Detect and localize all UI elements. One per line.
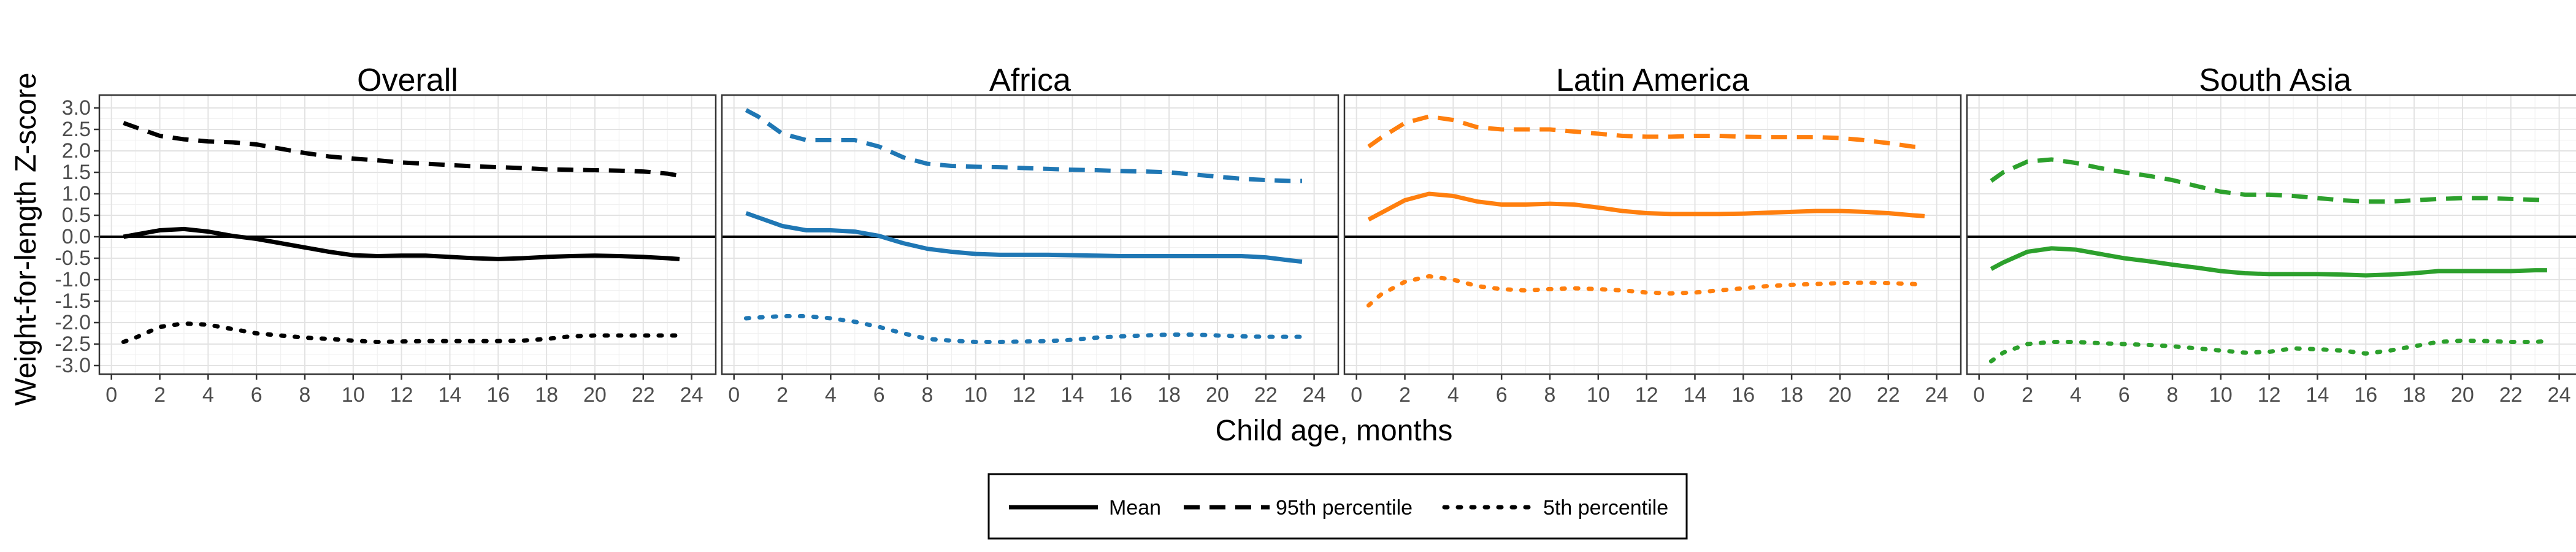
x-tick-label: 4 (202, 383, 214, 407)
legend-label: 5th percentile (1543, 496, 1668, 519)
x-axis-title: Child age, months (1216, 415, 1453, 447)
x-tick-label: 8 (1544, 383, 1556, 407)
x-tick-label: 2 (154, 383, 166, 407)
legend-box (987, 473, 1688, 540)
y-tick-label: 0.5 (62, 204, 91, 227)
x-tick-label: 12 (390, 383, 413, 407)
x-tick-label: 20 (1206, 383, 1229, 407)
series-line-solid (745, 211, 1303, 264)
y-tick-label: -1.0 (55, 268, 91, 291)
panel-title: South Asia (2199, 63, 2352, 98)
series-line-dotted (121, 321, 682, 344)
x-tick-label: 6 (1496, 383, 1508, 407)
x-tick-label: 24 (2548, 383, 2571, 407)
x-tick-label: 18 (1157, 383, 1181, 407)
y-tick-label: -2.0 (55, 311, 91, 334)
panel-title: Africa (989, 63, 1071, 98)
panel-title: Latin America (1556, 63, 1749, 98)
x-tick-label: 24 (680, 383, 703, 407)
x-tick-label: 8 (299, 383, 311, 407)
legend-items: Mean 95th percentile 5th percentile (1009, 496, 1668, 519)
x-tick-label: 16 (1731, 383, 1755, 407)
x-tick-label: 10 (964, 383, 987, 407)
x-tick-label: 22 (1877, 383, 1900, 407)
x-tick-label: 10 (1587, 383, 1610, 407)
x-tick-label: 6 (251, 383, 263, 407)
panel-border (721, 94, 1340, 375)
y-tick-label: -3.0 (55, 354, 91, 377)
y-tick-label: 2.5 (62, 118, 91, 141)
x-tick-label: 10 (342, 383, 365, 407)
series-line-solid (1367, 191, 1925, 222)
x-tick-label: 4 (825, 383, 837, 407)
x-tick-label: 6 (2118, 383, 2130, 407)
series-line-dotted (1988, 338, 2550, 364)
series-line-dashed (123, 121, 680, 178)
x-tick-label: 24 (1925, 383, 1949, 407)
x-tick-label: 0 (1351, 383, 1362, 407)
x-tick-label: 12 (1013, 383, 1036, 407)
x-tick-label: 12 (2258, 383, 2281, 407)
x-tick-label: 8 (2167, 383, 2179, 407)
x-tick-label: 16 (1109, 383, 1132, 407)
x-tick-label: 22 (2499, 383, 2523, 407)
y-tick-label: -0.5 (55, 247, 91, 270)
y-tick-label: 0.0 (62, 225, 91, 248)
y-tick-label: 3.0 (62, 96, 91, 120)
y-tick-label: -1.5 (55, 289, 91, 313)
x-tick-label: 0 (728, 383, 740, 407)
panel-border (1343, 94, 1962, 375)
y-tick-label: 2.0 (62, 139, 91, 163)
x-tick-label: 8 (922, 383, 933, 407)
x-tick-label: 22 (632, 383, 655, 407)
x-tick-label: 0 (105, 383, 117, 407)
panel-border (1966, 94, 2576, 375)
x-tick-label: 12 (1635, 383, 1658, 407)
x-tick-label: 20 (2451, 383, 2474, 407)
x-tick-label: 18 (2402, 383, 2426, 407)
x-tick-label: 14 (1684, 383, 1707, 407)
x-tick-label: 2 (1399, 383, 1411, 407)
y-tick-label: 1.5 (62, 161, 91, 184)
series-line-dotted (1366, 274, 1927, 308)
series-line-dashed (745, 108, 1302, 183)
panel-border (98, 94, 717, 375)
series-line-dashed (1367, 114, 1925, 150)
x-tick-label: 20 (1828, 383, 1852, 407)
series-line-solid (123, 226, 680, 261)
x-tick-label: 16 (2354, 383, 2377, 407)
x-tick-label: 14 (1061, 383, 1084, 407)
y-axis-title: Weight-for-length Z-score (10, 72, 42, 405)
x-tick-label: 14 (2306, 383, 2329, 407)
legend-label: 95th percentile (1276, 496, 1413, 519)
x-tick-label: 24 (1303, 383, 1326, 407)
y-tick-label: -2.5 (55, 332, 91, 356)
x-tick-label: 16 (486, 383, 510, 407)
x-tick-label: 0 (1973, 383, 1985, 407)
x-tick-label: 4 (2070, 383, 2082, 407)
series-line-solid (1990, 246, 2547, 278)
series-line-dotted (743, 314, 1305, 344)
series-line-dashed (1990, 157, 2548, 204)
x-tick-label: 14 (439, 383, 462, 407)
legend: Mean 95th percentile 5th percentile (987, 473, 1688, 540)
x-tick-label: 22 (1254, 383, 1278, 407)
x-tick-label: 20 (583, 383, 607, 407)
legend-label: Mean (1109, 496, 1161, 519)
x-tick-label: 18 (535, 383, 558, 407)
x-tick-label: 18 (1780, 383, 1803, 407)
x-tick-label: 4 (1447, 383, 1459, 407)
x-tick-label: 10 (2209, 383, 2233, 407)
y-tick-label: 1.0 (62, 182, 91, 205)
x-tick-label: 2 (2022, 383, 2033, 407)
panel-title: Overall (357, 63, 458, 98)
x-tick-label: 6 (873, 383, 885, 407)
x-tick-label: 2 (776, 383, 788, 407)
